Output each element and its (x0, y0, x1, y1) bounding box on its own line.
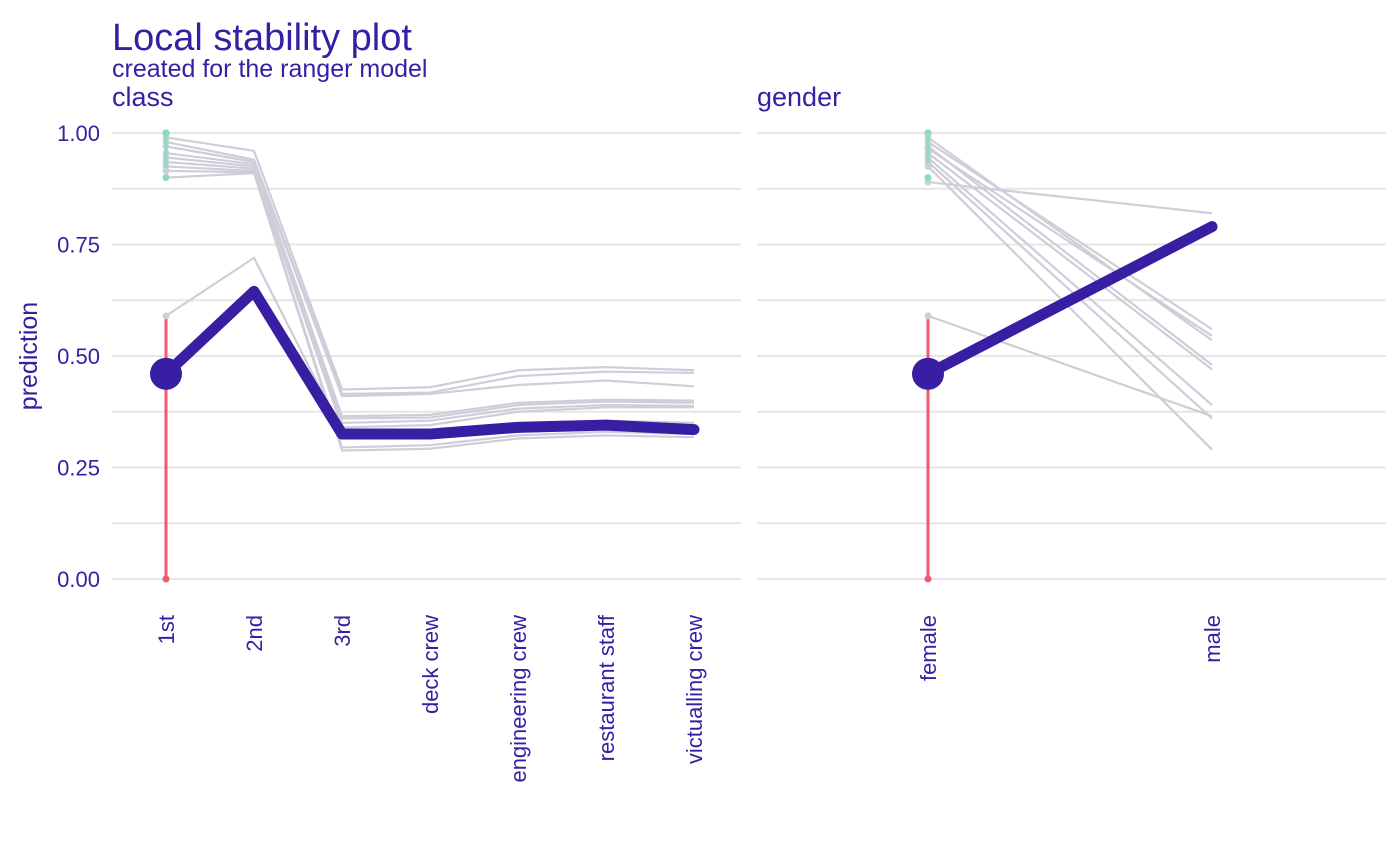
neighbor-prediction-point (924, 162, 932, 170)
main-profile-line (922, 221, 1218, 380)
neighbor-profiles (165, 136, 695, 452)
neighbor-profile-line (927, 161, 1213, 420)
y-tick-label: 0.50 (57, 344, 100, 369)
residual-end-point (924, 575, 932, 583)
residual-end-point (924, 129, 932, 137)
neighbor-profile-line (165, 136, 695, 391)
residual-end-point (162, 129, 170, 137)
y-tick-label: 1.00 (57, 121, 100, 146)
residual-end-point (924, 174, 932, 182)
panel-title: gender (757, 82, 841, 112)
x-tick-label: restaurant staff (594, 614, 619, 761)
neighbor-profile-line (165, 165, 694, 429)
x-tick-label: engineering crew (506, 615, 531, 783)
neighbor-profile-line (165, 145, 695, 398)
x-tick-labels: female male (916, 615, 1225, 681)
neighbor-profile-line (165, 140, 695, 396)
x-tick-label: 2nd (242, 615, 267, 652)
x-tick-label: male (1200, 615, 1225, 663)
x-tick-label: victualling crew (682, 615, 707, 764)
y-tick-label: 0.00 (57, 567, 100, 592)
neighbor-profile-line (165, 160, 695, 425)
x-tick-label: female (916, 615, 941, 681)
neighbor-prediction-point (162, 167, 170, 175)
observation-point (912, 357, 944, 390)
neighbor-profile-line (165, 156, 695, 420)
neighbor-profile-line (927, 156, 1213, 406)
neighbor-profile-line (927, 165, 1213, 451)
neighbor-prediction-point (924, 312, 932, 320)
x-tick-label: 1st (154, 615, 179, 644)
x-tick-label: 3rd (330, 615, 355, 647)
panel-class: class 1st 2nd 3rd deck crew engineering crew r… (112, 82, 741, 783)
neighbor-profile-line (165, 151, 695, 418)
neighbor-profile-line (927, 145, 1213, 366)
chart-subtitle: created for the ranger model (112, 55, 427, 83)
neighbor-prediction-point (162, 312, 170, 320)
gridlines (757, 132, 1386, 580)
neighbor-profile-line (927, 180, 1213, 215)
neighbor-profile-line (927, 147, 1213, 337)
gridlines (112, 132, 741, 580)
residual-end-point (162, 174, 170, 182)
y-axis-label: prediction (15, 302, 43, 410)
panel-title: class (112, 82, 174, 112)
residuals (924, 129, 932, 583)
panel-gender: gender female male (757, 82, 1386, 681)
x-tick-labels: 1st 2nd 3rd deck crew engineering crew restau… (154, 614, 707, 782)
y-tick-labels: 0.00 0.25 0.50 0.75 1.00 (57, 121, 100, 592)
y-tick-label: 0.75 (57, 233, 100, 258)
neighbor-profile-line (927, 136, 1213, 342)
neighbor-profile-line (927, 141, 1213, 331)
neighbor-profiles (927, 136, 1213, 451)
neighbor-profile-line (165, 171, 695, 452)
main-profile-line (160, 285, 700, 440)
observation-point (150, 357, 182, 390)
y-tick-label: 0.25 (57, 456, 100, 481)
x-tick-label: deck crew (418, 615, 443, 714)
neighbor-profile-line (927, 314, 1213, 418)
residual-end-point (162, 575, 170, 583)
chart-title: Local stability plot (112, 17, 412, 59)
neighbor-profile-line (927, 152, 1213, 371)
